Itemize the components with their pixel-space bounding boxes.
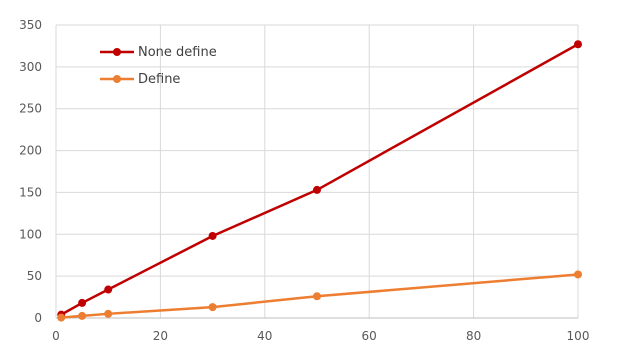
y-tick-label: 150 xyxy=(19,185,42,199)
grid xyxy=(56,24,579,318)
data-point xyxy=(104,309,113,318)
legend-entry: None define xyxy=(100,45,217,60)
x-tick-label: 80 xyxy=(466,329,481,343)
data-point xyxy=(208,231,217,240)
y-tick-label: 300 xyxy=(19,60,42,74)
data-point xyxy=(574,40,582,49)
data-point xyxy=(574,270,582,279)
legend-label: None define xyxy=(138,45,217,60)
data-point xyxy=(313,185,321,194)
series-0 xyxy=(57,40,582,319)
series-1 xyxy=(57,270,582,322)
data-point xyxy=(104,285,113,294)
data-point xyxy=(208,303,217,312)
axes: 0 50 100 150 200 250 300 350 0 20 40 60 80 100 xyxy=(19,18,589,343)
x-tick-label: 60 xyxy=(362,329,377,343)
legend-swatch-marker xyxy=(113,75,121,83)
legend: None define Define xyxy=(100,45,217,87)
data-point xyxy=(57,313,66,322)
data-point xyxy=(78,298,87,307)
y-tick-label: 100 xyxy=(19,227,42,241)
y-tick-label: 250 xyxy=(19,102,42,116)
y-tick-label: 200 xyxy=(19,144,42,158)
series xyxy=(57,40,582,322)
legend-entry: Define xyxy=(100,72,180,87)
x-tick-label: 40 xyxy=(257,329,272,343)
y-tick-label: 350 xyxy=(19,18,42,32)
x-tick-label: 20 xyxy=(153,329,168,343)
data-point xyxy=(78,311,87,320)
x-tick-label: 0 xyxy=(52,329,60,343)
legend-swatch-marker xyxy=(113,48,121,56)
data-point xyxy=(313,292,321,301)
x-tick-label: 100 xyxy=(567,329,590,343)
y-tick-label: 0 xyxy=(34,311,42,325)
y-tick-label: 50 xyxy=(27,269,42,283)
legend-label: Define xyxy=(138,72,180,87)
